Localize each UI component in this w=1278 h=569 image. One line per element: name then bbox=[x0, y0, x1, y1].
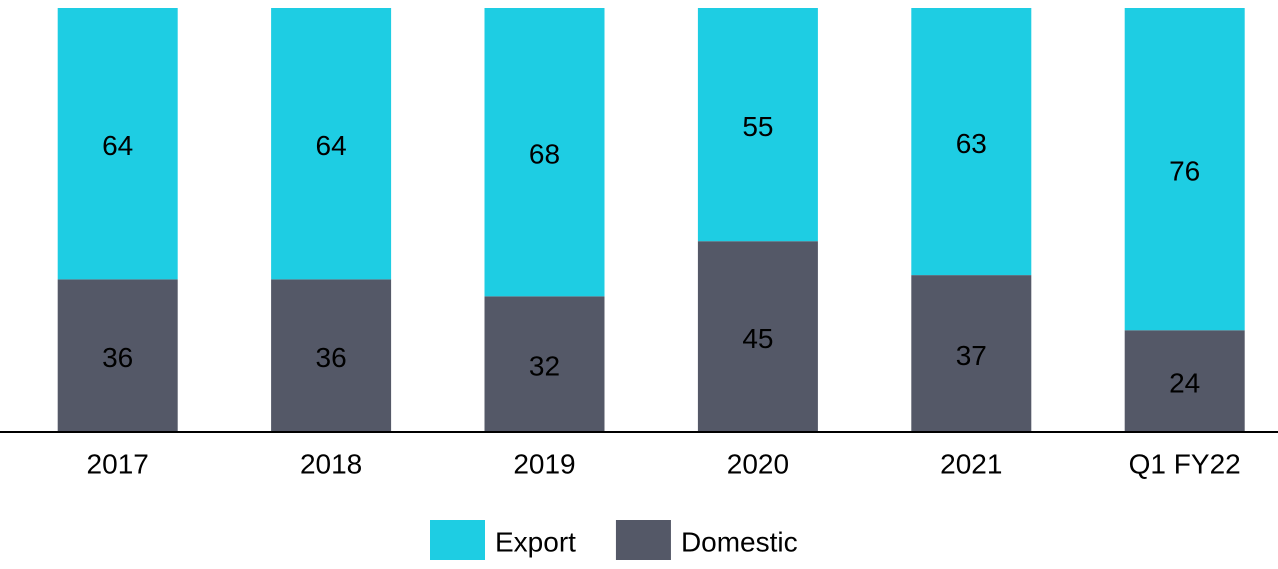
bar-segment bbox=[271, 8, 392, 280]
bar-segment bbox=[271, 279, 392, 432]
bar-segment bbox=[484, 8, 605, 297]
data-label: 36 bbox=[102, 342, 133, 373]
bar-segment bbox=[911, 8, 1032, 276]
legend-swatch bbox=[615, 520, 671, 560]
data-label: 63 bbox=[956, 128, 987, 159]
legend-swatch bbox=[430, 520, 485, 560]
data-label: 37 bbox=[956, 340, 987, 371]
bar-segment bbox=[1124, 8, 1245, 331]
data-label: 55 bbox=[742, 111, 773, 142]
x-tick-label: 2017 bbox=[87, 448, 149, 479]
bar-segment bbox=[57, 8, 178, 280]
bar-segment bbox=[1124, 330, 1245, 432]
x-tick-label: 2019 bbox=[513, 448, 575, 479]
bar-segment bbox=[57, 279, 178, 432]
x-tick-label: 2021 bbox=[940, 448, 1002, 479]
x-tick-label: 2018 bbox=[300, 448, 362, 479]
x-tick-label: Q1 FY22 bbox=[1129, 448, 1241, 479]
legend-label: Domestic bbox=[681, 526, 798, 557]
data-label: 45 bbox=[742, 323, 773, 354]
bar-segment bbox=[484, 296, 605, 432]
bar-segment bbox=[911, 275, 1032, 432]
data-label: 68 bbox=[529, 139, 560, 170]
bar-segment bbox=[697, 241, 818, 432]
data-label: 32 bbox=[529, 351, 560, 382]
x-tick-label: 2020 bbox=[727, 448, 789, 479]
data-label: 24 bbox=[1169, 368, 1200, 399]
data-label: 64 bbox=[316, 130, 347, 161]
data-label: 76 bbox=[1169, 156, 1200, 187]
data-label: 36 bbox=[316, 342, 347, 373]
bar-segment bbox=[697, 8, 818, 242]
legend-label: Export bbox=[495, 526, 576, 557]
data-label: 64 bbox=[102, 130, 133, 161]
